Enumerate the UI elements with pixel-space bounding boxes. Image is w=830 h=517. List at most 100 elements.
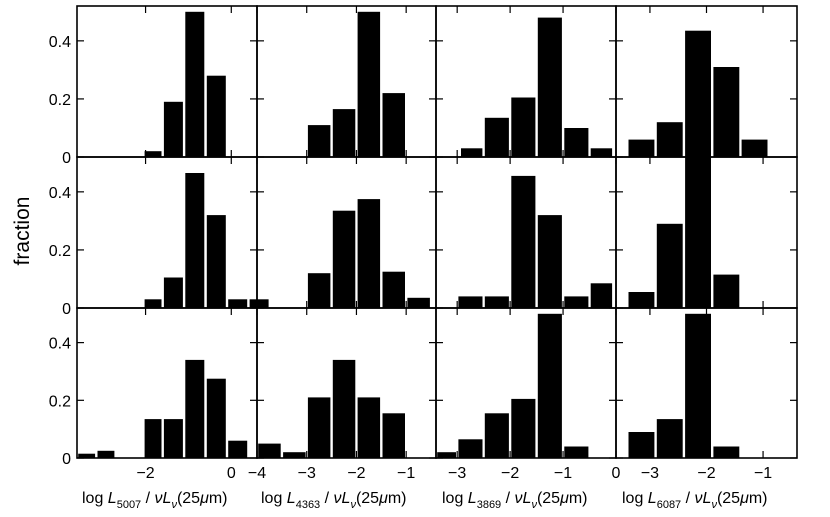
y-tick-label: 0.4 xyxy=(49,336,71,353)
y-tick-label: 0.2 xyxy=(49,92,71,109)
histogram-bar xyxy=(564,446,589,458)
histogram-bar xyxy=(206,75,226,157)
histogram-bar xyxy=(713,446,740,458)
x-tick-label: 0 xyxy=(227,465,236,482)
x-tick-label: −4 xyxy=(248,465,266,482)
panel-r3-c1 xyxy=(78,359,248,458)
x-tick-label: −2 xyxy=(697,465,715,482)
histogram-bar xyxy=(685,313,711,458)
histogram-bar xyxy=(144,299,162,308)
histogram-bar xyxy=(537,17,562,157)
histogram-bar xyxy=(484,296,509,308)
y-tick-label: 0.4 xyxy=(49,34,71,51)
y-tick-label: 0 xyxy=(62,301,71,318)
x-tick-label: −3 xyxy=(641,465,659,482)
histogram-bar xyxy=(656,223,683,308)
histogram-bar xyxy=(307,397,331,458)
histogram-bar xyxy=(144,151,162,157)
panel-r3-c3 xyxy=(437,313,589,459)
x-axis-label: log L6087 / νLν(25μm) xyxy=(622,490,767,511)
panel-r3-c4 xyxy=(628,313,740,458)
histogram-bar xyxy=(628,292,655,308)
histogram-bar xyxy=(458,296,483,308)
histogram-bar xyxy=(458,439,483,459)
histogram-bar xyxy=(590,148,613,157)
histogram-bar xyxy=(249,299,269,308)
histogram-bar xyxy=(484,117,509,157)
histogram-bar xyxy=(382,413,405,458)
histogram-bar xyxy=(332,210,356,308)
histogram-bar xyxy=(332,109,356,157)
histogram-bar xyxy=(283,452,306,458)
histogram-bar xyxy=(206,215,226,308)
histogram-bar xyxy=(713,67,740,157)
y-tick-label: 0 xyxy=(62,150,71,167)
histogram-bar xyxy=(163,101,183,157)
panel-r1-c3 xyxy=(461,17,613,157)
panel-r2-c1 xyxy=(144,173,269,308)
histogram-bar xyxy=(382,271,405,308)
panel-r3-c2 xyxy=(258,359,405,458)
x-tick-label: −1 xyxy=(554,465,572,482)
histogram-bar xyxy=(484,413,509,458)
histogram-bar xyxy=(357,199,381,308)
x-axis-label: log L4363 / νLν(25μm) xyxy=(261,490,406,511)
histogram-bar xyxy=(461,148,483,157)
histogram-bar xyxy=(185,359,205,458)
bars-layer xyxy=(78,11,768,459)
x-tick-label: −1 xyxy=(754,465,772,482)
ticks-layer xyxy=(77,6,797,459)
histogram-bar xyxy=(185,11,205,157)
x-tick-label: −2 xyxy=(501,465,519,482)
labels-layer: 0 0.2 0.4 0 0.2 0.4 0 0.2 0.4 −2 0 −4 −3 −2 −1 −3 −2 −1 0 −… xyxy=(49,34,773,511)
histogram-bar xyxy=(185,173,205,308)
histogram-bar xyxy=(228,299,248,308)
histogram-bar xyxy=(258,443,281,458)
x-axis-label: log L5007 / νLν(25μm) xyxy=(82,490,227,511)
x-tick-label: −2 xyxy=(136,465,154,482)
histogram-bar xyxy=(511,175,536,308)
panel-r2-c4 xyxy=(628,157,740,308)
x-tick-label: −2 xyxy=(347,465,365,482)
y-tick-label: 0.2 xyxy=(49,243,71,260)
histogram-bar xyxy=(590,283,613,308)
histogram-bar xyxy=(564,128,589,157)
histogram-bar xyxy=(511,398,536,458)
histogram-bar xyxy=(228,440,248,458)
histogram-bar xyxy=(307,273,331,308)
histogram-bar xyxy=(741,139,768,157)
x-tick-label: −1 xyxy=(397,465,415,482)
panel-r1-c1 xyxy=(144,11,226,157)
histogram-bar xyxy=(332,359,356,458)
panel-r1-c4 xyxy=(628,30,768,158)
histogram-bar xyxy=(357,397,381,458)
x-tick-label: −3 xyxy=(448,465,466,482)
panel-r1-c2 xyxy=(307,11,405,157)
panel-r2-c2 xyxy=(307,199,430,308)
histogram-bar xyxy=(685,157,711,308)
histogram-bar xyxy=(628,139,655,157)
histogram-bar xyxy=(163,419,183,458)
histogram-bar xyxy=(537,215,562,308)
histogram-bar xyxy=(97,450,115,458)
histogram-bar xyxy=(307,125,331,157)
y-tick-label: 0 xyxy=(62,451,71,468)
histogram-bar xyxy=(656,419,683,458)
x-axis-label: log L3869 / νLν(25μm) xyxy=(442,490,587,511)
x-tick-label: 0 xyxy=(612,465,621,482)
histogram-bar xyxy=(511,97,536,157)
histogram-bar xyxy=(206,378,226,458)
histogram-bar xyxy=(685,30,711,158)
histogram-bar xyxy=(163,277,183,308)
y-tick-label: 0.4 xyxy=(49,185,71,202)
histogram-bar xyxy=(564,296,589,308)
y-tick-label: 0.2 xyxy=(49,393,71,410)
histogram-bar xyxy=(382,93,405,157)
histogram-bar xyxy=(713,274,740,308)
x-tick-label: −3 xyxy=(298,465,316,482)
histogram-bar xyxy=(144,419,162,458)
panel-r2-c3 xyxy=(458,175,613,308)
histogram-bar xyxy=(407,297,430,308)
histogram-bar xyxy=(656,122,683,157)
histogram-bar xyxy=(537,313,562,458)
